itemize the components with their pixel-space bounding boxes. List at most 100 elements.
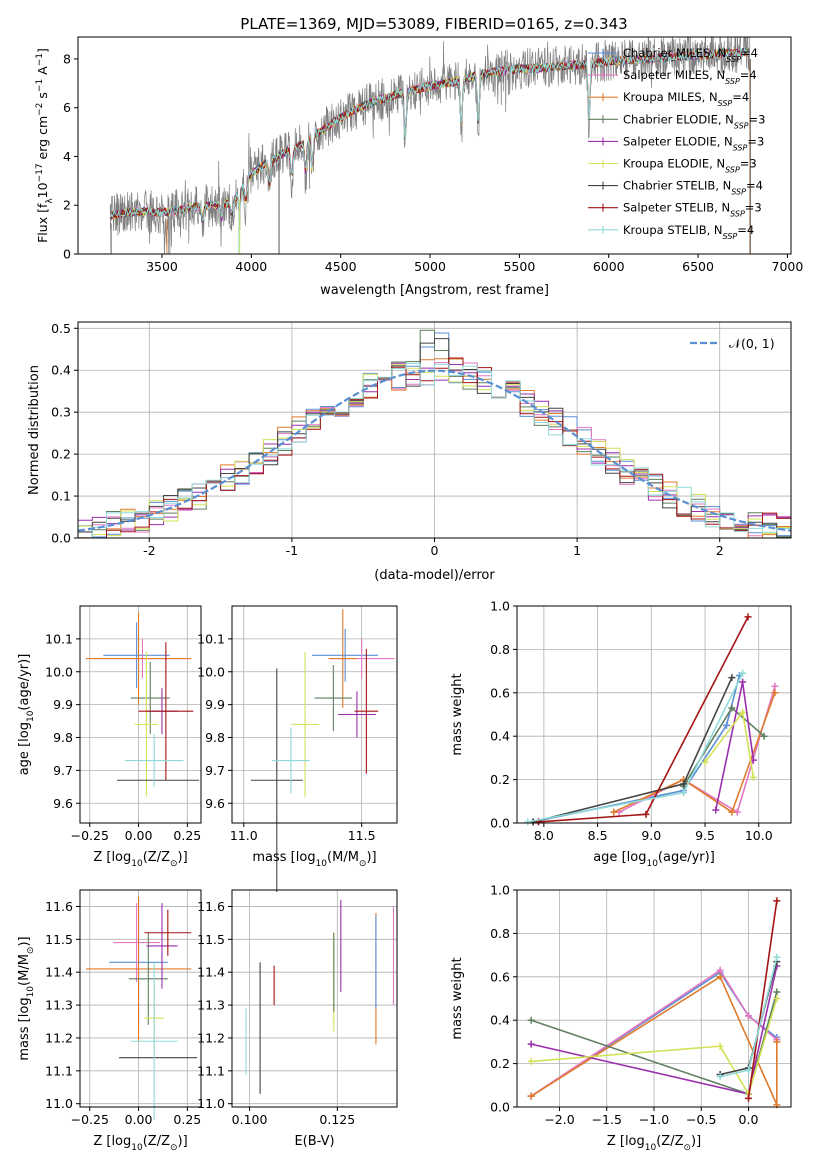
weight-point-kroupa-miles xyxy=(771,689,779,697)
x-axis-label: mass [log10(M/M⊙)] xyxy=(252,850,376,869)
y-tick-label: 9.7 xyxy=(205,763,225,778)
x-tick-label: 2 xyxy=(716,543,724,558)
y-tick-label: 11.1 xyxy=(45,1063,73,1078)
y-tick-label: 11.1 xyxy=(197,1063,225,1078)
legend-entry: 𝒩(0, 1) xyxy=(729,336,775,351)
y-tick-label: 11.6 xyxy=(45,899,73,914)
y-tick-label: 4 xyxy=(63,149,71,164)
weight-point-kroupa-miles xyxy=(716,973,724,981)
weight-point-salpeter-elodie xyxy=(712,806,720,814)
x-axis-label: wavelength [Angstrom, rest frame] xyxy=(320,283,549,298)
y-tick-label: 11.5 xyxy=(45,932,73,947)
weight-point-kroupa-elodie xyxy=(716,1042,724,1050)
y-tick-label: 11.6 xyxy=(197,899,225,914)
x-tick-label: 5500 xyxy=(503,259,535,274)
x-tick-label: 0.25 xyxy=(173,828,201,843)
legend-entry: Chabrier STELIB, NSSP=4 xyxy=(623,179,763,197)
weight-point-salpeter-miles xyxy=(771,682,779,690)
mass-vs-metallicity-panel: −0.25 0.00 0.25 11.0 11.1 11.2 11.3 11.4 11.5 11.… xyxy=(17,889,202,1153)
y-axis-label: Normed distribution xyxy=(27,365,42,495)
legend-entry: Salpeter STELIB, NSSP=3 xyxy=(623,201,762,219)
y-tick-label: 10.0 xyxy=(197,664,225,679)
x-tick-label: 4000 xyxy=(235,259,267,274)
x-tick-label: −0.5 xyxy=(686,1112,716,1127)
weight-point-chabrier-elodie xyxy=(527,1016,535,1024)
y-tick-label: 0.3 xyxy=(51,405,71,420)
weight-point-salpeter-miles xyxy=(744,1012,752,1020)
y-tick-label: 9.6 xyxy=(205,796,225,811)
x-tick-label: -1 xyxy=(286,543,298,558)
weight-point-kroupa-elodie xyxy=(739,708,747,716)
y-axis-label: Flux [fλ10−17 erg cm−2 s−1 A−1] xyxy=(35,48,55,243)
weight-point-kroupa-miles xyxy=(610,808,618,816)
spectrum-panel: 3500 4000 4500 5000 5500 6000 6500 7000 0 2 4 6 8 wav… xyxy=(35,36,803,298)
weight-point-kroupa-stelib xyxy=(773,953,781,961)
y-tick-label: 11.4 xyxy=(45,965,73,980)
weight-point-salpeter-stelib xyxy=(642,810,650,818)
weight-point-kroupa-elodie xyxy=(701,758,709,766)
age-vs-metallicity-panel: −0.25 0.00 0.25 9.6 9.7 9.8 9.9 10.0 10.1 Z [log1… xyxy=(17,605,202,869)
x-tick-label: 0.00 xyxy=(125,1112,153,1127)
x-tick-label: 6000 xyxy=(593,259,625,274)
weight-line-chabrier-stelib xyxy=(532,677,733,823)
weight-point-kroupa-stelib xyxy=(744,1066,752,1074)
x-tick-label: 6500 xyxy=(682,259,714,274)
x-tick-label: −1.5 xyxy=(592,1112,622,1127)
x-tick-label: 4500 xyxy=(325,259,357,274)
axes-frame xyxy=(231,605,398,824)
y-tick-label: 6 xyxy=(63,100,71,115)
x-axis-label: Z [log10(Z/Z⊙)] xyxy=(93,850,187,869)
legend-entry: Salpeter ELODIE, NSSP=3 xyxy=(623,134,764,152)
x-tick-label: 10.0 xyxy=(745,828,773,843)
x-tick-label: 0.125 xyxy=(319,1112,355,1127)
y-tick-label: 10.1 xyxy=(45,631,73,646)
y-tick-label: 9.8 xyxy=(205,730,225,745)
y-tick-label: 0.4 xyxy=(490,1013,510,1028)
x-tick-label: 1 xyxy=(573,543,581,558)
weight-point-salpeter-elodie xyxy=(739,678,747,686)
residual-panel: -2 -1 0 1 2 0.0 0.1 0.2 0.3 0.4 0.5 (data-model)/er… xyxy=(27,321,792,583)
weight-line-salpeter-stelib xyxy=(747,900,778,1099)
axes-frame xyxy=(516,605,792,824)
y-tick-label: 0.0 xyxy=(490,816,510,831)
x-tick-label: −1.0 xyxy=(639,1112,669,1127)
x-tick-label: 8.0 xyxy=(534,828,554,843)
weight-point-salpeter-elodie xyxy=(527,1040,535,1048)
figure-title: PLATE=1369, MJD=53089, FIBERID=0165, z=0… xyxy=(240,15,627,33)
x-tick-label: 9.5 xyxy=(695,828,715,843)
y-tick-label: 0.8 xyxy=(490,926,510,941)
x-tick-label: −0.25 xyxy=(71,828,109,843)
weight-point-kroupa-elodie xyxy=(749,773,757,781)
x-axis-label: Z [log10(Z/Z⊙)] xyxy=(607,1134,701,1153)
y-tick-label: 9.8 xyxy=(53,730,73,745)
y-tick-label: 0.2 xyxy=(490,772,510,787)
y-tick-label: 1.0 xyxy=(490,883,510,898)
x-axis-label: E(B-V) xyxy=(294,1134,334,1149)
weight-point-chabrier-miles xyxy=(723,721,731,729)
weight-line-kroupa-miles xyxy=(530,975,778,1106)
weight-line-kroupa-miles xyxy=(613,692,776,814)
spectrum-data-group xyxy=(109,37,751,254)
weight-point-kroupa-miles xyxy=(773,1038,781,1046)
legend-entry: Salpeter MILES, NSSP=4 xyxy=(623,68,757,86)
weight-point-salpeter-stelib xyxy=(773,897,781,905)
x-tick-label: 3500 xyxy=(146,259,178,274)
x-tick-label: 0.0 xyxy=(739,1112,759,1127)
weight-point-kroupa-elodie xyxy=(527,1057,535,1065)
weight-line-kroupa-elodie xyxy=(531,998,778,1096)
axes-frame xyxy=(77,36,792,255)
y-tick-label: 0.2 xyxy=(51,447,71,462)
weight-point-salpeter-stelib xyxy=(744,613,752,621)
y-tick-label: 9.6 xyxy=(53,796,73,811)
x-tick-label: 5000 xyxy=(414,259,446,274)
weight-vs-age-panel: 8.0 8.5 9.0 9.5 10.0 0.0 0.2 0.4 0.6 0.8 1.0 age [l… xyxy=(450,599,792,869)
x-tick-label: 0.00 xyxy=(125,828,153,843)
weight-point-chabrier-elodie xyxy=(773,988,781,996)
y-tick-label: 11.4 xyxy=(197,965,225,980)
y-axis-label: mass [log10(M/M⊙)] xyxy=(17,936,36,1060)
weight-point-salpeter-miles xyxy=(716,966,724,974)
y-tick-label: 10.1 xyxy=(197,631,225,646)
y-axis-label: mass weight xyxy=(450,957,465,1039)
histogram-group xyxy=(78,329,791,538)
